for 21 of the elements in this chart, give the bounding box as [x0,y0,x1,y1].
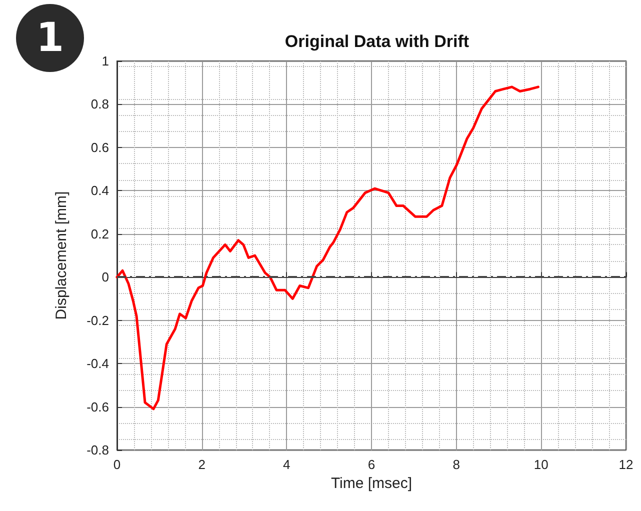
x-tick-label: 2 [198,457,206,472]
y-axis-title: Displacement [mm] [53,191,70,320]
y-tick-label: -0.6 [86,399,109,414]
y-tick-label: 0.4 [90,183,109,198]
line-series [116,86,540,410]
chart-title: Original Data with Drift [284,32,470,51]
y-tick-label: -0.4 [86,356,109,372]
x-tick-label: 8 [452,457,460,472]
y-tick-label: 0.8 [90,96,109,112]
x-tick-label: 6 [368,457,376,472]
y-tick-label: 1 [102,54,109,68]
x-axis-title: Time [msec] [330,474,412,492]
x-tick-label: 4 [283,457,290,472]
y-tick-label: 0.6 [90,140,109,155]
x-tick-label: 12 [618,457,634,472]
y-tick-label: 0.2 [90,226,109,242]
y-tick-label: -0.8 [86,442,109,458]
y-tick-label: 0 [102,270,109,285]
x-tick-label: 10 [534,457,548,472]
x-tick-label: 0 [113,457,121,472]
y-tick-label: -0.2 [86,312,109,328]
